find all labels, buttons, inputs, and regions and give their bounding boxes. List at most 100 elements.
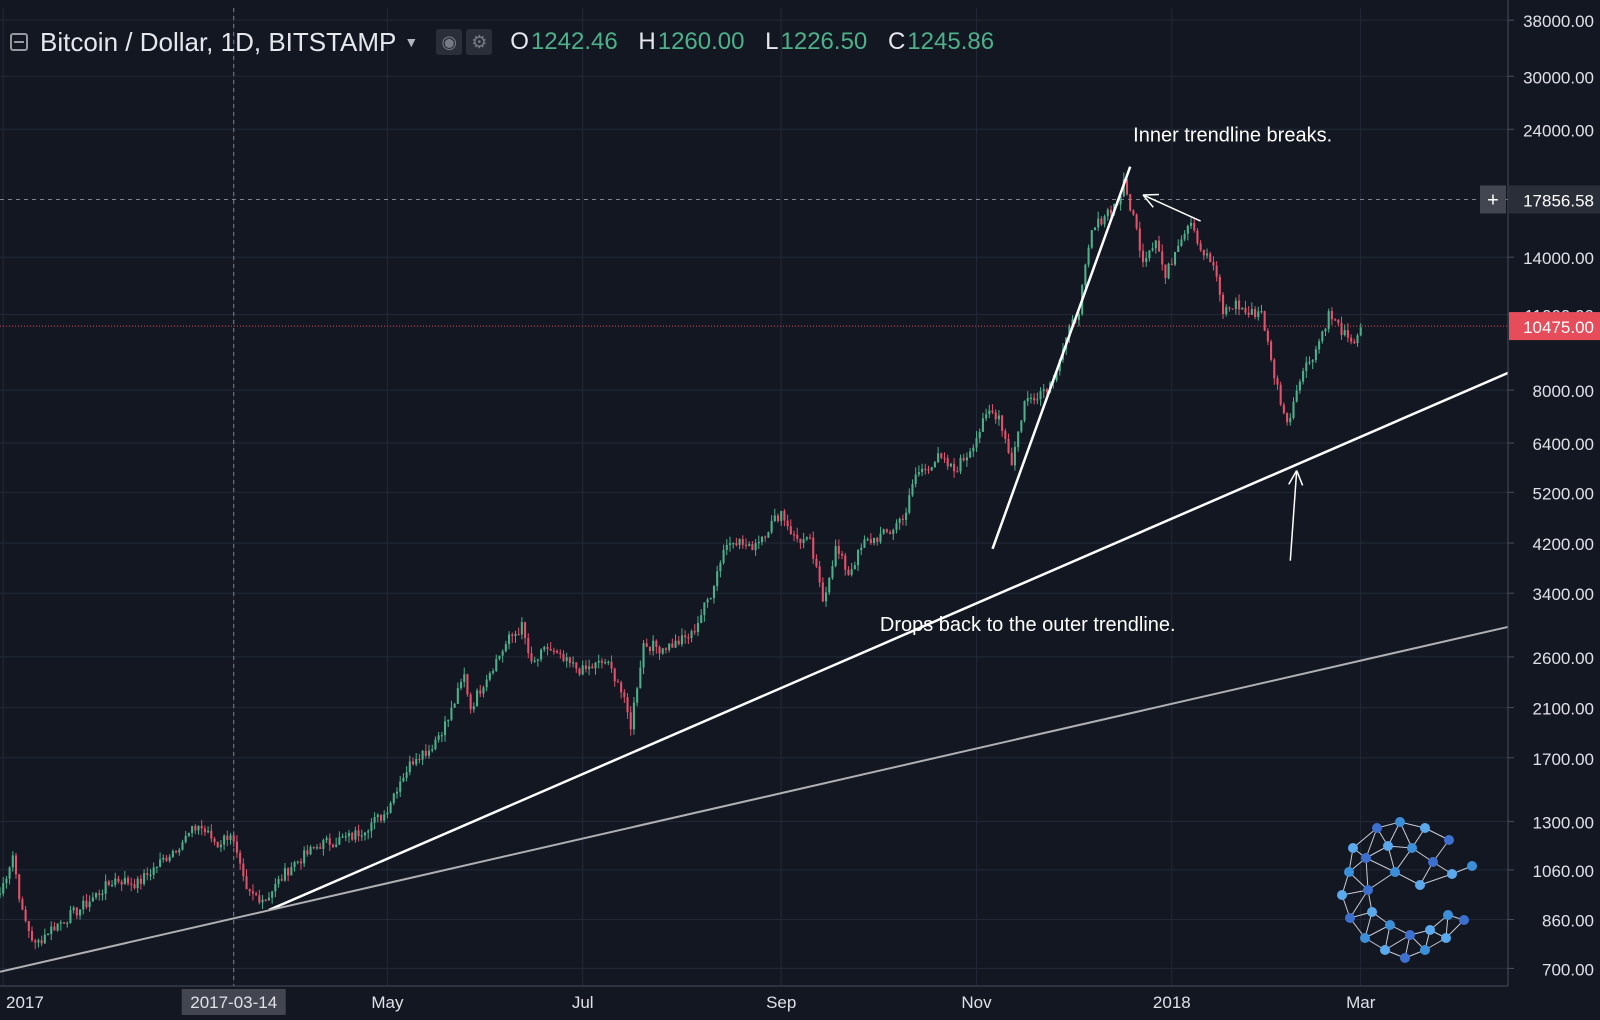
candle-body: [806, 537, 808, 539]
candle-body: [844, 555, 846, 569]
candle-body: [1017, 431, 1019, 447]
candle-body: [358, 830, 360, 836]
price-tick-label: 8000.00: [1533, 382, 1594, 401]
candle-body: [133, 884, 135, 888]
symbol-title[interactable]: Bitcoin / Dollar, 1D, BITSTAMP: [40, 27, 396, 58]
candle-body: [899, 519, 901, 523]
last-price-label: 10475.00: [1523, 318, 1594, 337]
candle-body: [566, 657, 568, 661]
candle-body: [1321, 331, 1323, 341]
candle-body: [1216, 266, 1218, 277]
candle-body: [537, 659, 539, 660]
candle-body: [838, 546, 840, 554]
candle-body: [1097, 219, 1099, 228]
settings-gear-icon[interactable]: ⚙: [466, 29, 492, 55]
candle-body: [745, 545, 747, 546]
candle-body: [44, 935, 46, 944]
grid: [0, 8, 1508, 986]
annotation-text: Inner trendline breaks.: [1133, 124, 1332, 146]
candle-body: [479, 690, 481, 693]
candle-body: [1001, 416, 1003, 431]
candle-body: [1136, 215, 1138, 229]
candle-body: [252, 891, 254, 893]
price-tick-label: 1300.00: [1533, 813, 1594, 832]
candle-body: [569, 657, 571, 663]
price-tick-label: 860.00: [1542, 912, 1594, 931]
candle-body: [127, 878, 129, 884]
candle-body: [851, 569, 853, 575]
candle-body: [9, 867, 11, 878]
candle-body: [927, 469, 929, 470]
candle-body: [508, 634, 510, 644]
candle-body: [505, 644, 507, 651]
candle-body: [300, 861, 302, 863]
candle-body: [463, 674, 465, 682]
candle-body: [114, 878, 116, 884]
candle-body: [1129, 194, 1131, 210]
dropdown-caret-icon[interactable]: ▼: [404, 34, 418, 50]
candle-body: [383, 814, 385, 820]
time-tick-label: Sep: [766, 993, 796, 1012]
candle-body: [790, 526, 792, 534]
candle-body: [767, 532, 769, 537]
candle-body: [0, 894, 1, 895]
candle-body: [1267, 331, 1269, 342]
candle-body: [1193, 223, 1195, 231]
candle-body: [719, 563, 721, 571]
candle-body: [1107, 210, 1109, 216]
candle-body: [761, 537, 763, 542]
candle-body: [1356, 335, 1358, 343]
candle-body: [796, 535, 798, 539]
candle-body: [748, 544, 750, 546]
candle-body: [1027, 398, 1029, 401]
candle-body: [489, 673, 491, 680]
candle-body: [1292, 402, 1294, 418]
candle-body: [764, 537, 766, 538]
candle-body: [297, 861, 299, 862]
candle-body: [428, 751, 430, 756]
crosshair-price-label: 17856.58: [1523, 191, 1594, 210]
candle-body: [76, 908, 78, 916]
candle-body: [294, 862, 296, 867]
candle-body: [1273, 360, 1275, 378]
logo-node: [1348, 843, 1358, 853]
candle-body: [415, 759, 417, 764]
candle-body: [726, 545, 728, 550]
candle-body: [1312, 360, 1314, 362]
candle-body: [1040, 391, 1042, 399]
logo-node: [1428, 857, 1438, 867]
price-tick-label: 5200.00: [1533, 484, 1594, 503]
candle-body: [723, 550, 725, 563]
candle-body: [665, 648, 667, 650]
candle-body: [1088, 248, 1090, 265]
candle-body: [1177, 246, 1179, 252]
candle-body: [575, 662, 577, 668]
candle-body: [1110, 210, 1112, 214]
candle-body: [982, 418, 984, 432]
candle-body: [1152, 248, 1154, 250]
candle-body: [1145, 258, 1147, 262]
candle-body: [460, 682, 462, 688]
candle-body: [835, 546, 837, 566]
candle-body: [156, 867, 158, 868]
candle-body: [972, 448, 974, 452]
candle-body: [265, 900, 267, 901]
eye-icon[interactable]: ◉: [436, 29, 462, 55]
logo-node: [1360, 933, 1370, 943]
logo-node: [1405, 930, 1415, 940]
price-axis[interactable]: 38000.0030000.0024000.0014000.0011000.00…: [1480, 0, 1600, 1015]
logo-node: [1380, 945, 1390, 955]
price-tick-label: 3400.00: [1533, 585, 1594, 604]
candle-body: [409, 761, 411, 772]
candle-body: [1161, 251, 1163, 264]
candle-body: [1126, 179, 1128, 194]
collapse-icon[interactable]: [10, 33, 28, 51]
candle-body: [370, 823, 372, 831]
candle-body: [63, 922, 65, 923]
candle-body: [1257, 311, 1259, 317]
candle-body: [713, 586, 715, 598]
candle-body: [73, 908, 75, 911]
candle-body: [1276, 378, 1278, 384]
